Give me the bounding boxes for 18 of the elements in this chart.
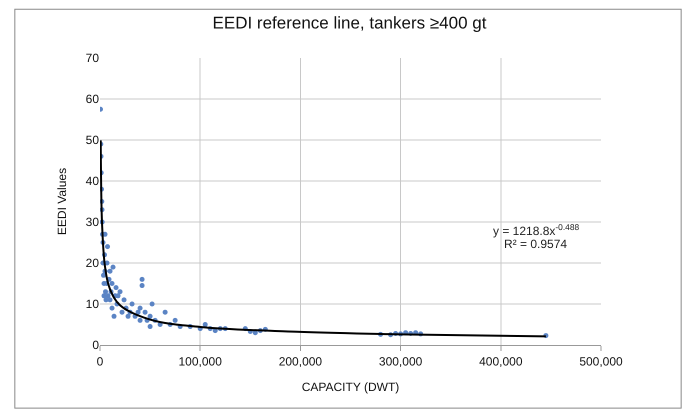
y-tick-label: 60 [86,92,100,106]
y-tick-label: 70 [86,51,100,66]
y-axis-title: EEDI Values [55,168,69,236]
y-tick-label: 20 [86,256,100,270]
x-tick-label: 200,000 [278,354,322,368]
chart-title: EEDI reference line, tankers ≥400 gt [212,14,487,32]
annotation: R² = 0.9574 [504,237,568,251]
y-tick-label: 40 [86,174,100,188]
x-tick-label: 500,000 [579,354,624,368]
annotation: y = 1218.8x$^{-0.488}$ [493,222,580,238]
x-tick-label: 400,000 [479,354,523,368]
y-tick-label: 50 [86,133,100,148]
x-axis-title: CAPACITY (DWT) [302,380,400,394]
y-tick-label: 30 [86,215,100,230]
y-tick-label: 10 [86,297,100,312]
y-tick-label: 0 [92,338,100,352]
x-tick-label: 100,000 [178,354,222,368]
x-tick-label: 300,000 [378,354,423,368]
